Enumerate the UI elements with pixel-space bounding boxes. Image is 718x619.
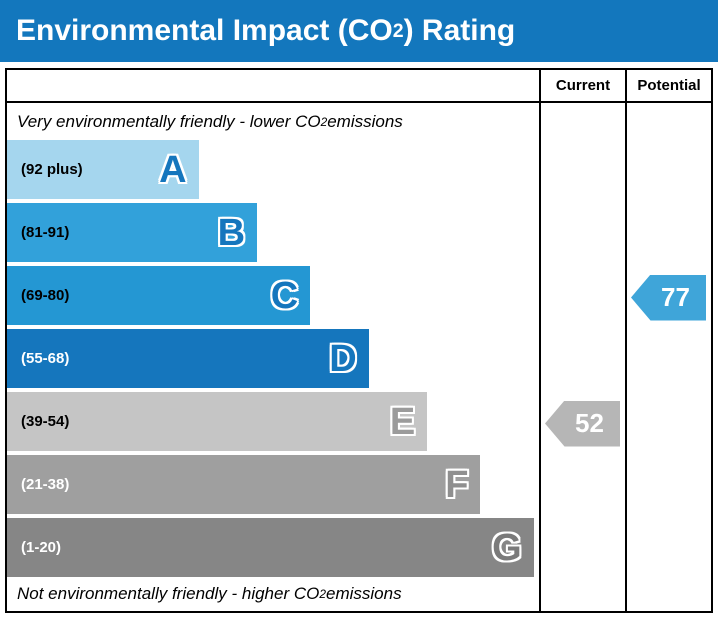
band-letter: A: [159, 148, 187, 191]
band-letter: D: [329, 337, 357, 380]
band-range-label: (55-68): [21, 350, 70, 367]
top-note-text-end: emissions: [327, 111, 403, 131]
top-note-subscript: 2: [320, 114, 328, 129]
bottom-note-text: Not environmentally friendly - higher CO: [17, 584, 320, 603]
band-row-a: (92 plus) A: [7, 140, 539, 203]
potential-rating-arrow: 77: [631, 274, 706, 321]
band-row-b: (81-91) B: [7, 203, 539, 266]
current-column: 52: [539, 103, 625, 611]
band-letter: B: [217, 211, 246, 254]
band-row-c: (69-80) C: [7, 266, 539, 329]
band-letter: C: [270, 274, 299, 317]
potential-column: 77: [625, 103, 711, 611]
band-range-label: (69-80): [21, 287, 70, 304]
band-row-f: (21-38) F: [7, 455, 539, 518]
rating-chart: Current Potential Very environmentally f…: [5, 68, 713, 613]
page-title-subscript: 2: [392, 19, 404, 42]
band-range-label: (1-20): [21, 539, 62, 556]
band-bar-a: (92 plus) A: [7, 140, 199, 199]
band-range-label: (81-91): [21, 224, 70, 241]
rating-bands: (92 plus) A (81-91) B (69-80) C (55-68) D (39-54…: [7, 140, 539, 577]
band-range-label: (92 plus): [21, 161, 83, 178]
band-row-e: (39-54) E: [7, 392, 539, 455]
current-rating-arrow: 52: [545, 400, 620, 447]
top-note-text: Very environmentally friendly - lower CO: [17, 111, 321, 131]
header-spacer: [7, 70, 539, 101]
band-letter: E: [389, 400, 416, 443]
band-bar-f: (21-38) F: [7, 455, 481, 514]
bottom-note-text-end: emissions: [325, 584, 402, 603]
band-letter: F: [445, 463, 469, 506]
page-title-text-end: ) Rating: [403, 14, 516, 47]
page-title: Environmental Impact (CO 2) Rating: [0, 0, 718, 62]
bottom-note-subscript: 2: [319, 587, 326, 601]
band-letter: G: [492, 526, 522, 569]
band-bar-g: (1-20) G: [7, 518, 534, 577]
band-bar-e: (39-54) E: [7, 392, 428, 451]
band-row-d: (55-68) D: [7, 329, 539, 392]
band-range-label: (21-38): [21, 476, 70, 493]
current-column-header: Current: [539, 70, 625, 101]
band-bar-c: (69-80) C: [7, 266, 311, 325]
band-row-g: (1-20) G: [7, 518, 539, 577]
band-bar-b: (81-91) B: [7, 203, 258, 262]
page-title-text: Environmental Impact (CO: [16, 14, 393, 47]
bands-column: Very environmentally friendly - lower CO…: [7, 103, 539, 611]
chart-header-row: Current Potential: [7, 70, 711, 103]
chart-body: Very environmentally friendly - lower CO…: [7, 103, 711, 611]
bottom-note: Not environmentally friendly - higher CO…: [7, 577, 539, 611]
band-range-label: (39-54): [21, 413, 70, 430]
potential-column-header: Potential: [625, 70, 711, 101]
band-bar-d: (55-68) D: [7, 329, 369, 388]
top-note: Very environmentally friendly - lower CO…: [7, 103, 539, 140]
